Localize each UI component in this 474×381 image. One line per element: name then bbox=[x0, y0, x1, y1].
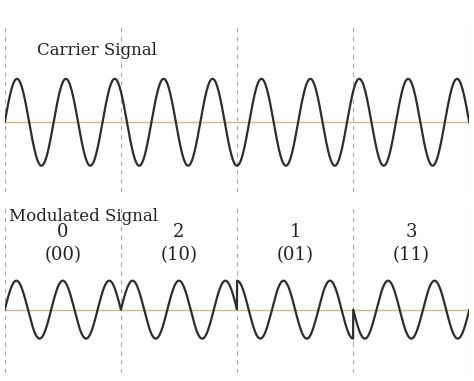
Text: Modulated Signal: Modulated Signal bbox=[9, 208, 158, 225]
Text: Carrier Signal: Carrier Signal bbox=[37, 42, 157, 59]
Text: (10): (10) bbox=[160, 246, 198, 264]
Text: 3: 3 bbox=[405, 223, 417, 241]
Text: (11): (11) bbox=[392, 246, 430, 264]
Text: 1: 1 bbox=[289, 223, 301, 241]
Text: (00): (00) bbox=[44, 246, 82, 264]
Text: 0: 0 bbox=[57, 223, 69, 241]
Text: 2: 2 bbox=[173, 223, 184, 241]
Text: (01): (01) bbox=[276, 246, 314, 264]
